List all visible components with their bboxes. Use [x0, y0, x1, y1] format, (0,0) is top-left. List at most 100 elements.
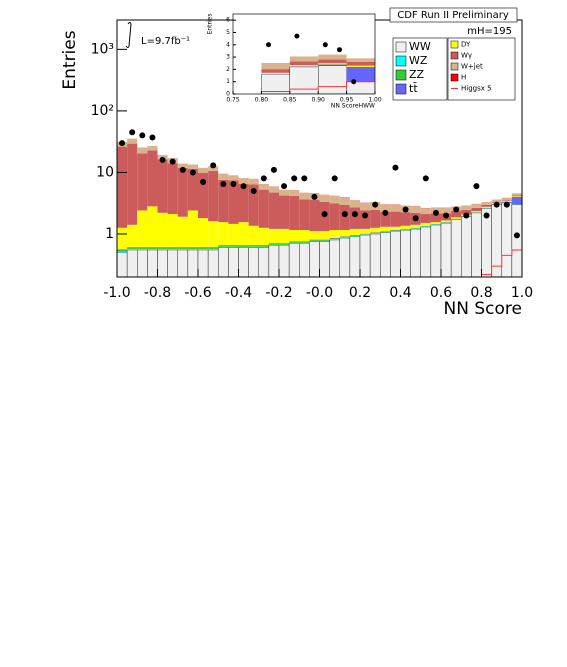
data-point	[402, 206, 409, 213]
stack-segment	[481, 204, 492, 207]
stack-segment	[137, 147, 148, 154]
y-tick-label: 6	[226, 17, 230, 24]
chart-title: CDF Run II Preliminary	[397, 10, 509, 21]
stack-segment	[390, 211, 401, 227]
stack-segment	[258, 246, 269, 248]
stack-segment	[346, 66, 375, 82]
stack-segment	[441, 220, 452, 223]
data-point	[493, 201, 500, 208]
stack-segment	[329, 238, 340, 239]
x-tick-label: -0.4	[225, 285, 252, 301]
stack-segment	[248, 225, 259, 246]
data-point	[281, 183, 288, 190]
stack-segment	[339, 237, 350, 239]
data-point	[322, 42, 328, 48]
stack-segment	[268, 228, 279, 244]
stack-segment	[167, 247, 178, 249]
stack-segment	[279, 243, 290, 244]
stack-segment	[289, 242, 300, 243]
stack-segment	[228, 245, 239, 246]
stack-segment	[369, 233, 381, 277]
stack-segment	[198, 218, 209, 248]
stack-segment	[299, 242, 310, 243]
stack-segment	[400, 225, 411, 229]
stack-segment	[318, 63, 347, 65]
legend-swatch	[450, 73, 459, 82]
stack-segment	[410, 206, 421, 213]
stack-segment	[349, 236, 360, 237]
data-point	[250, 187, 257, 194]
stack-segment	[451, 211, 462, 218]
stack-segment	[441, 207, 452, 214]
stack-segment	[390, 231, 401, 277]
stack-segment	[117, 250, 128, 252]
stack-segment	[420, 222, 431, 226]
mass-label: mH=195	[467, 26, 512, 37]
legend-swatch	[450, 62, 459, 71]
data-point	[463, 212, 470, 219]
stack-segment	[268, 186, 279, 193]
stack-segment	[117, 252, 128, 277]
stack-segment	[177, 247, 188, 249]
stack-segment	[370, 232, 381, 234]
stack-segment	[208, 248, 219, 250]
stack-segment	[346, 62, 375, 66]
stack-segment	[289, 66, 319, 94]
legend-label: Higgsx 5	[461, 85, 492, 93]
stack-segment	[187, 249, 198, 250]
stack-segment	[481, 208, 492, 277]
stack-segment	[137, 247, 148, 249]
legend-label: H	[461, 74, 466, 82]
stack-segment	[410, 224, 421, 228]
legend-label: WW	[409, 40, 431, 53]
stack-segment	[349, 235, 360, 236]
stack-segment	[137, 249, 148, 250]
stack-segment	[177, 216, 188, 248]
stack-segment	[258, 184, 269, 190]
stack-segment	[177, 167, 188, 217]
stack-segment	[248, 245, 259, 246]
data-point	[483, 212, 490, 219]
legend-swatch	[395, 83, 407, 95]
x-tick-label: -0.2	[265, 285, 292, 301]
stack-segment	[147, 150, 158, 207]
stack-segment	[127, 138, 138, 144]
luminosity: L=9.7fb⁻¹	[141, 36, 190, 47]
stack-segment	[299, 230, 310, 242]
stack-segment	[127, 247, 138, 249]
inset-frame	[232, 13, 376, 95]
stack-segment	[359, 235, 371, 277]
data-point	[200, 178, 207, 185]
stack-segment	[157, 159, 168, 213]
stack-segment	[238, 178, 249, 184]
stack-segment	[289, 230, 300, 242]
stack-segment	[198, 249, 209, 250]
data-point	[230, 180, 237, 187]
data-point	[210, 162, 217, 169]
stack-segment	[430, 224, 442, 277]
stack-segment	[157, 212, 168, 248]
stack-segment	[511, 204, 522, 277]
stack-segment	[248, 178, 259, 185]
stack-segment	[261, 62, 290, 70]
x-tick-label: 1.0	[511, 285, 533, 301]
stack-segment	[360, 234, 371, 235]
stack-segment	[440, 222, 452, 277]
stack-segment	[309, 240, 320, 242]
legend-label: tt̄	[409, 82, 418, 95]
stack-segment	[299, 243, 310, 277]
stack-segment	[349, 207, 360, 229]
stack-segment	[238, 246, 249, 248]
stack-segment	[380, 232, 391, 277]
data-point	[129, 129, 136, 136]
stack-segment	[400, 212, 411, 226]
legend-label: DY	[461, 41, 471, 49]
x-tick-label: 0.2	[349, 285, 371, 301]
stack-segment	[471, 212, 482, 277]
stack-segment	[289, 56, 319, 62]
stack-segment	[319, 240, 330, 241]
stack-segment	[289, 61, 319, 66]
stack-segment	[167, 248, 178, 250]
stack-segment	[420, 214, 431, 223]
stack-segment	[471, 207, 482, 212]
